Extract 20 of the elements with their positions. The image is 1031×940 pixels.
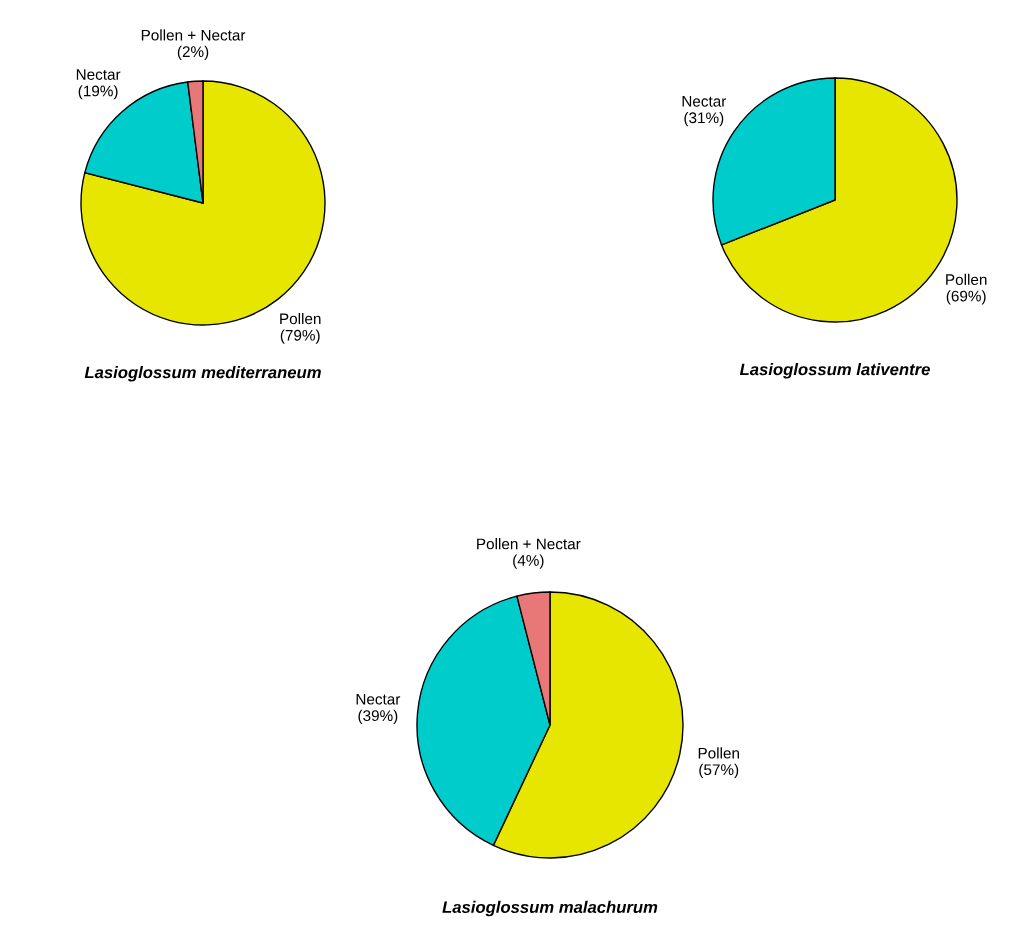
data-label: (39%): [358, 709, 398, 725]
slice-label: Pollen: [946, 273, 987, 286]
data-label: (69%): [946, 290, 986, 305]
slice-label: Nectar: [682, 96, 727, 107]
text: Lasioglossum lativentre: [739, 363, 930, 379]
slice-label: Nectar: [356, 693, 401, 705]
data-label: (31%): [684, 111, 724, 127]
slice-label: Pollen: [280, 312, 321, 325]
data-label: (2%): [177, 45, 209, 61]
slice-label: Pollen: [698, 747, 739, 759]
text: Lasioglossum mediterraneum: [84, 366, 321, 382]
pie-slice: [80, 80, 326, 326]
data-label: (57%): [699, 763, 739, 779]
data-label: (79%): [280, 329, 320, 344]
data-label: (19%): [78, 85, 118, 100]
data-label: (4%): [513, 554, 544, 569]
slice-label: Nectar: [76, 69, 121, 80]
slice-label: Pollen + Nectar: [141, 29, 246, 41]
slice-label: Pollen + Nectar: [477, 538, 581, 550]
text: Lasioglossum malachurum: [442, 900, 658, 917]
